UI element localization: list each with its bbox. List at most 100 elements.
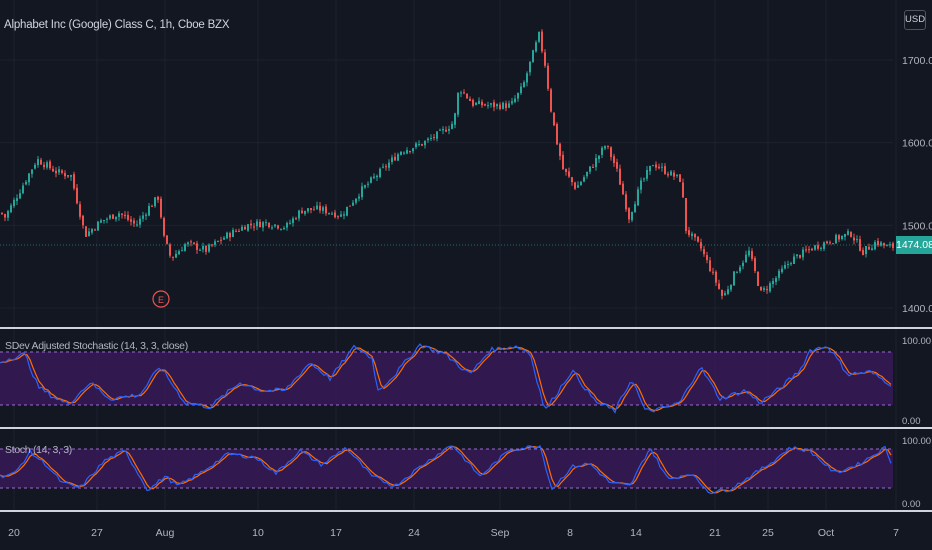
candle-down [613,156,615,164]
candle-up [25,181,27,185]
candle-down [697,236,699,242]
candle-up [661,166,663,168]
candle-down [565,168,567,172]
candle-down [694,233,696,238]
sd-stoch-k-line [0,343,892,414]
candle-up [376,175,378,178]
candle-down [466,93,468,99]
candle-up [187,242,189,245]
candle-up [199,249,201,251]
candle-down [619,168,621,185]
candle-up [427,138,429,141]
candle-up [787,263,789,265]
candle-down [73,174,75,189]
candle-up [154,197,156,207]
candle-up [148,205,150,216]
candle-down [394,156,396,161]
candle-down [853,237,855,241]
candle-up [535,42,537,52]
candle-up [727,289,729,294]
candle-down [679,174,681,182]
candle-up [517,92,519,99]
candle-up [10,205,12,213]
candle-up [256,221,258,227]
currency-button[interactable]: USD [904,10,926,30]
candle-up [70,175,72,177]
candle-down [229,233,231,238]
candle-up [379,168,381,178]
candle-down [550,89,552,112]
candle-down [169,244,171,256]
candle-up [331,213,333,215]
candle-up [418,143,420,145]
candle-up [241,226,243,231]
candle-down [862,250,864,255]
candle-up [118,213,120,217]
candle-down [76,187,78,204]
candle-up [532,50,534,63]
candle-down [190,241,192,243]
candle-up [487,105,489,107]
candle-down [130,219,132,222]
candle-down [556,124,558,145]
candle-up [577,185,579,188]
candle-down [838,235,840,240]
candle-up [181,250,183,252]
candle-up [646,170,648,179]
candle-down [757,271,759,286]
candle-up [745,254,747,262]
candle-down [67,175,69,177]
candle-down [250,223,252,226]
candle-down [622,183,624,195]
candle-up [823,242,825,249]
candle-up [676,174,678,176]
candle-up [490,103,492,105]
sd-stoch-title[interactable]: SDev Adjusted Stochastic (14, 3, 3, clos… [5,340,188,352]
candle-up [736,272,738,274]
candle-down [463,92,465,94]
candle-up [871,248,873,251]
stoch-title[interactable]: Stoch (14, 3, 3) [5,444,72,456]
candle-up [304,210,306,214]
candle-up [34,164,36,169]
candle-up [865,246,867,255]
candle-up [670,171,672,176]
candle-up [448,128,450,131]
candle-down [121,213,123,215]
candle-down [172,256,174,258]
candle-down [559,143,561,157]
candle-down [196,243,198,250]
candle-down [700,242,702,249]
candle-up [637,189,639,206]
candle-down [877,240,879,246]
candle-down [493,102,495,108]
candle-up [814,245,816,250]
candle-down [505,103,507,109]
candle-up [502,102,504,109]
candle-up [643,178,645,180]
candle-down [892,243,894,248]
candle-up [97,221,99,231]
candle-down [541,31,543,52]
candle-down [409,150,411,152]
price-axis-tick: 1700.00 [902,55,932,67]
candle-down [706,255,708,260]
candle-up [388,162,390,168]
time-axis-tick: 21 [709,527,721,539]
candle-down [760,286,762,291]
candle-down [721,290,723,296]
candle-down [469,98,471,102]
candle-up [115,216,117,220]
candle-down [688,230,690,235]
candle-up [796,254,798,256]
candle-down [703,249,705,255]
sd-stoch-band [0,352,893,405]
candle-up [358,196,360,199]
candle-up [856,239,858,241]
candle-up [139,218,141,225]
candle-up [226,232,228,239]
candle-down [85,226,87,237]
candle-up [841,235,843,240]
candle-up [367,183,369,185]
